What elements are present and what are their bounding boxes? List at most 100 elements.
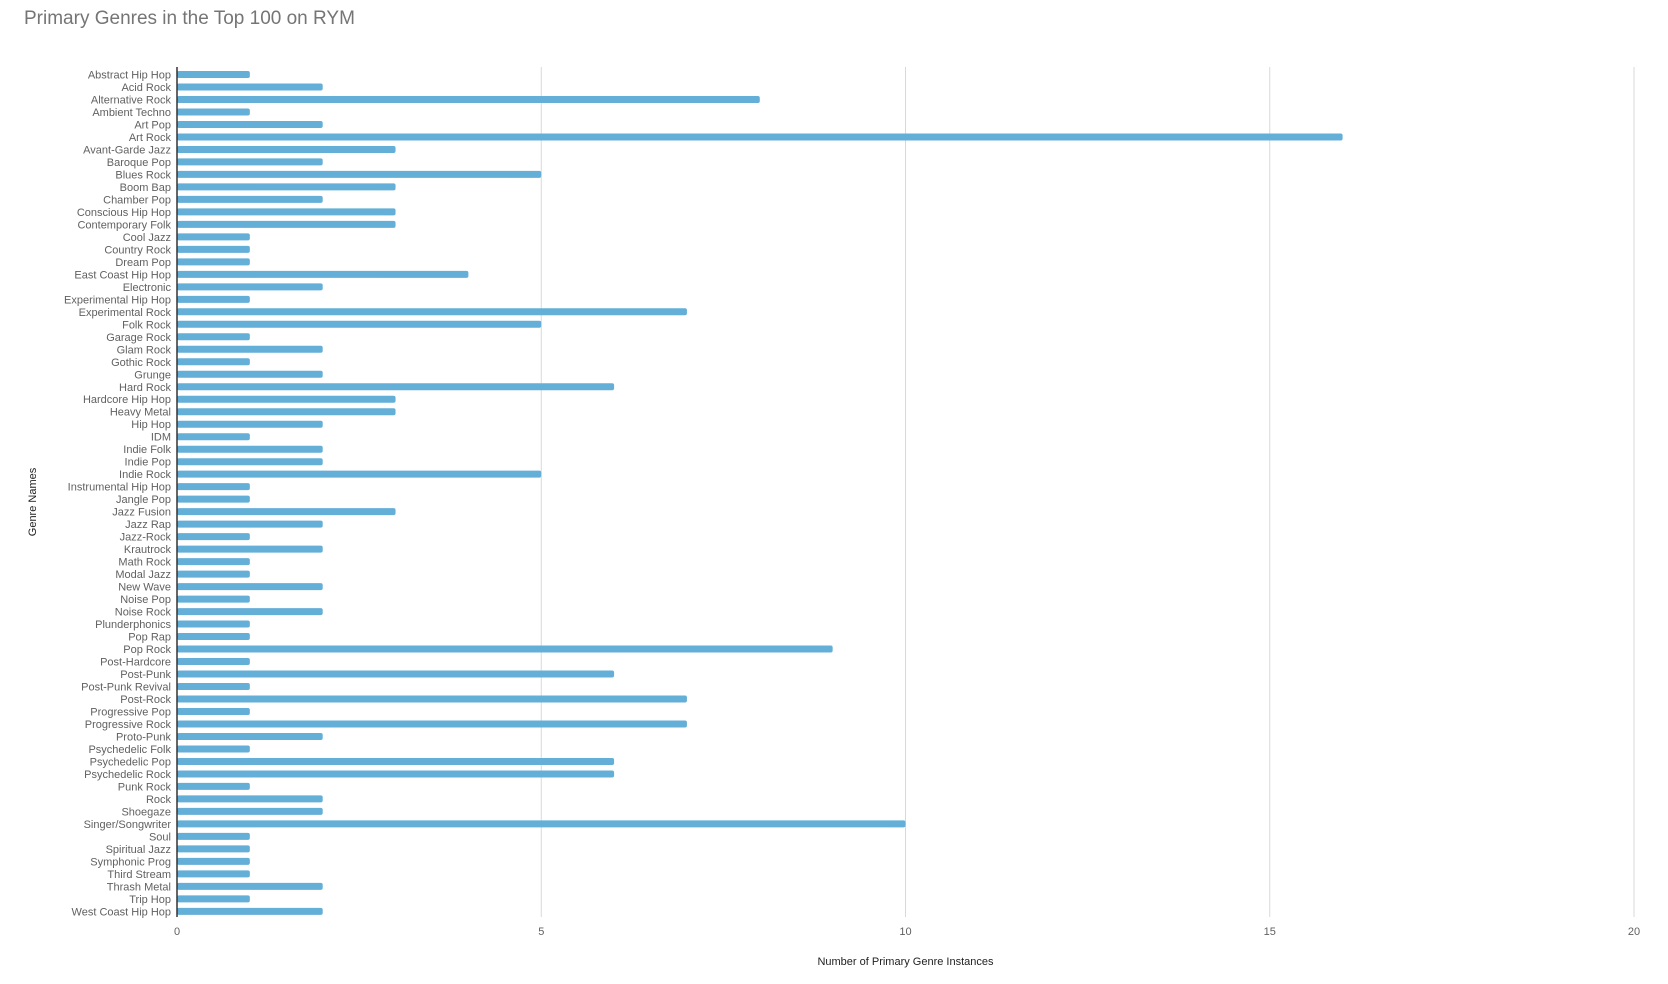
x-axis-title: Number of Primary Genre Instances (817, 956, 994, 968)
category-label: Heavy Metal (110, 407, 171, 419)
bar (177, 120, 323, 128)
bar (177, 483, 250, 491)
category-label: Trip Hop (129, 894, 171, 906)
bar (177, 608, 323, 616)
bar (177, 533, 250, 541)
bar (177, 420, 323, 428)
bar (177, 645, 833, 653)
category-label: Progressive Rock (85, 719, 172, 731)
category-label: Proto-Punk (116, 731, 172, 743)
bar (177, 383, 615, 391)
category-label: Indie Pop (125, 457, 171, 469)
bar (177, 870, 250, 878)
category-label: Pop Rap (128, 632, 171, 644)
bar (177, 583, 323, 591)
category-label: Boom Bap (120, 182, 171, 194)
bar (177, 895, 250, 903)
category-label: Post-Punk Revival (81, 682, 171, 694)
bar (177, 820, 906, 828)
x-tick-label: 15 (1264, 926, 1276, 938)
bar (177, 308, 687, 316)
category-label: Acid Rock (121, 82, 171, 94)
bar (177, 133, 1343, 141)
y-axis-title: Genre Names (27, 467, 39, 536)
category-label: Cool Jazz (123, 232, 171, 244)
bar (177, 695, 687, 703)
bar (177, 845, 250, 853)
category-label: Indie Folk (123, 444, 171, 456)
bar (177, 183, 396, 191)
x-tick-labels: 0 5 10 15 20 (174, 926, 1640, 938)
bar (177, 770, 615, 778)
category-label: IDM (151, 432, 171, 444)
category-label: Psychedelic Pop (90, 756, 171, 768)
x-tick-label: 0 (174, 926, 180, 938)
bar (177, 795, 323, 803)
bar (177, 283, 323, 291)
category-label: Plunderphonics (95, 619, 171, 631)
bar (177, 495, 250, 503)
category-label: Soul (149, 831, 171, 843)
category-label: Ambient Techno (92, 107, 171, 119)
bar (177, 458, 323, 466)
bar (177, 295, 250, 303)
bar (177, 558, 250, 566)
bar (177, 882, 323, 890)
category-label: Post-Hardcore (100, 657, 171, 669)
bar (177, 345, 323, 353)
bar (177, 832, 250, 840)
bar (177, 233, 250, 241)
chart-title: Primary Genres in the Top 100 on RYM (24, 8, 355, 29)
category-label: Spiritual Jazz (106, 844, 171, 856)
category-label: Punk Rock (118, 781, 172, 793)
bar (177, 333, 250, 341)
bar (177, 258, 250, 266)
bars (177, 71, 1343, 915)
bar (177, 732, 323, 740)
category-label: East Coast Hip Hop (74, 269, 171, 281)
category-label: Gothic Rock (111, 357, 171, 369)
bar (177, 570, 250, 578)
category-label: Math Rock (118, 557, 171, 569)
category-label: Third Stream (107, 869, 171, 881)
bar (177, 408, 396, 416)
category-label: Symphonic Prog (90, 856, 171, 868)
bar (177, 782, 250, 790)
category-label: Glam Rock (117, 344, 172, 356)
gridlines (540, 67, 1635, 917)
bar (177, 158, 323, 166)
category-label: Garage Rock (106, 332, 171, 344)
category-label: Hip Hop (131, 419, 171, 431)
category-label: Contemporary Folk (77, 219, 171, 231)
bar (177, 195, 323, 203)
x-tick-label: 10 (899, 926, 911, 938)
bar (177, 145, 396, 153)
category-label: Shoegaze (121, 806, 171, 818)
category-label: Post-Rock (120, 694, 171, 706)
bar (177, 520, 323, 528)
bar (177, 707, 250, 715)
category-label: Dream Pop (115, 257, 171, 269)
bar (177, 907, 323, 915)
bar (177, 208, 396, 216)
category-label: Instrumental Hip Hop (68, 482, 171, 494)
category-label: Modal Jazz (115, 569, 171, 581)
category-label: Blues Rock (115, 169, 171, 181)
bar (177, 433, 250, 441)
bar (177, 358, 250, 366)
category-label: Hardcore Hip Hop (83, 394, 171, 406)
category-label: Abstract Hip Hop (88, 70, 171, 82)
category-label: Country Rock (104, 244, 171, 256)
category-label: Experimental Rock (79, 307, 172, 319)
bar (177, 445, 323, 453)
category-label: Conscious Hip Hop (77, 207, 171, 219)
bar (177, 807, 323, 815)
category-label: Electronic (123, 282, 172, 294)
category-label: Alternative Rock (91, 94, 172, 106)
category-label: Hard Rock (119, 382, 171, 394)
bar (177, 620, 250, 628)
category-label: Psychedelic Rock (84, 769, 171, 781)
bar (177, 71, 250, 78)
bar (177, 220, 396, 228)
